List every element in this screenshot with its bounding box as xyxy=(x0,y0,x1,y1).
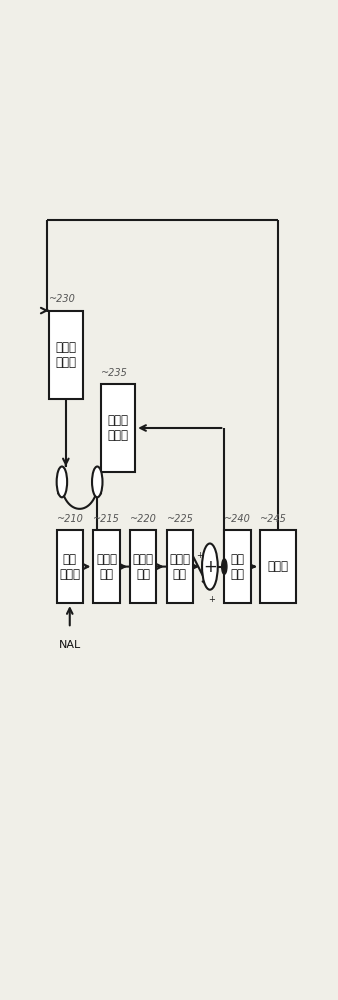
Text: ~230: ~230 xyxy=(49,294,76,304)
Circle shape xyxy=(202,544,218,590)
Text: 帧内预
测模块: 帧内预 测模块 xyxy=(108,414,129,442)
FancyBboxPatch shape xyxy=(93,530,120,603)
Text: +: + xyxy=(196,551,203,560)
Circle shape xyxy=(222,559,227,574)
Text: 滤波
模块: 滤波 模块 xyxy=(231,553,244,581)
Text: NAL: NAL xyxy=(58,640,81,650)
Text: ~210: ~210 xyxy=(57,514,83,524)
Text: 逆变换
模块: 逆变换 模块 xyxy=(169,553,190,581)
FancyBboxPatch shape xyxy=(130,530,156,603)
FancyBboxPatch shape xyxy=(224,530,250,603)
Text: 帧间预
测模块: 帧间预 测模块 xyxy=(55,341,76,369)
Text: +: + xyxy=(208,595,215,604)
Text: ~220: ~220 xyxy=(130,514,157,524)
Text: +: + xyxy=(203,558,217,576)
Circle shape xyxy=(57,466,67,497)
FancyBboxPatch shape xyxy=(49,311,83,399)
FancyBboxPatch shape xyxy=(101,384,135,472)
Circle shape xyxy=(92,466,102,497)
Text: ~245: ~245 xyxy=(260,514,287,524)
FancyBboxPatch shape xyxy=(260,530,296,603)
Text: ~225: ~225 xyxy=(167,514,194,524)
Text: ~235: ~235 xyxy=(101,368,128,378)
Text: 重排列
模块: 重排列 模块 xyxy=(96,553,117,581)
Text: 熵解
码模块: 熵解 码模块 xyxy=(59,553,80,581)
Text: ~240: ~240 xyxy=(224,514,251,524)
Text: 去量化
模块: 去量化 模块 xyxy=(132,553,153,581)
Text: 存储器: 存储器 xyxy=(267,560,289,573)
Text: ~215: ~215 xyxy=(93,514,120,524)
FancyBboxPatch shape xyxy=(57,530,83,603)
FancyBboxPatch shape xyxy=(167,530,193,603)
